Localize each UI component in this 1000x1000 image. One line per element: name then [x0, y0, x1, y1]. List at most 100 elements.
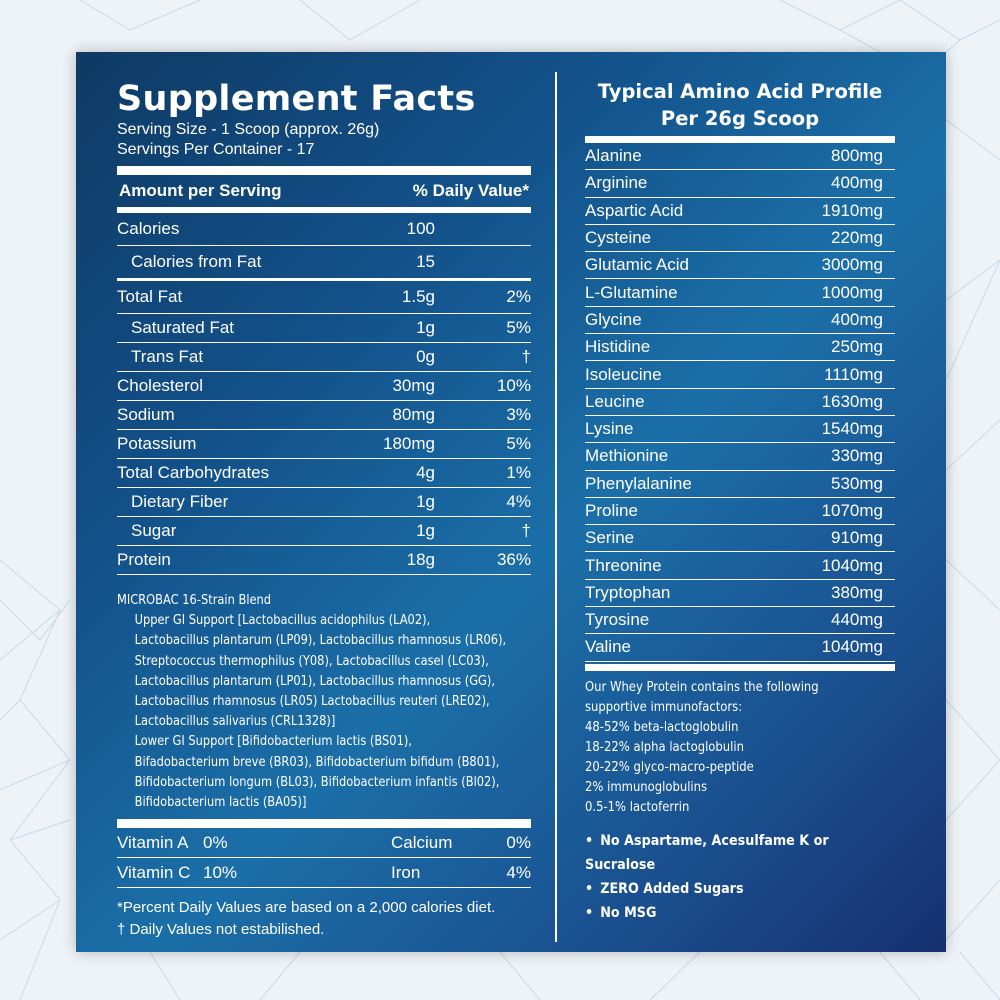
- amino-acid-name: Arginine: [585, 173, 648, 193]
- nutrient-amount: 100: [406, 219, 435, 238]
- microbac-line: Lactobacillus rhamnosus (LR05) Lactobaci…: [134, 694, 490, 710]
- nutrient-amount: 15: [416, 252, 435, 271]
- nutrient-row: Trans Fat 0g †: [117, 343, 531, 372]
- amino-acid-amount: 1630mg: [821, 391, 883, 411]
- amino-acid-row: Cysteine 220mg: [585, 225, 895, 253]
- vitamin-value: 10%: [203, 862, 238, 882]
- amount-per-serving-header: Amount per Serving: [119, 181, 282, 200]
- nutrient-daily-value: 3%: [506, 405, 531, 424]
- amino-title-line1: Typical Amino Acid Profile: [597, 80, 883, 103]
- nutrient-row: Saturated Fat 1g 5%: [117, 314, 531, 343]
- divider-bar: [117, 207, 531, 213]
- amino-acid-amount: 400mg: [831, 309, 883, 329]
- footnote-daily-values: *Percent Daily Values are based on a 2,0…: [117, 899, 496, 917]
- footnotes: *Percent Daily Values are based on a 2,0…: [117, 897, 531, 941]
- nutrient-row: Calories 100: [117, 213, 531, 246]
- nutrient-name: Sodium: [117, 405, 175, 424]
- microbac-line: Lactobacillus plantarum (LP09), Lactobac…: [134, 633, 507, 649]
- divider-bar: [585, 136, 895, 143]
- amino-acid-name: Alanine: [585, 146, 642, 166]
- vitamin-value: 0%: [506, 832, 531, 852]
- supplement-panel: [76, 52, 946, 952]
- amino-acid-row: Histidine 250mg: [585, 334, 895, 362]
- nutrient-row: Total Carbohydrates 4g 1%: [117, 459, 531, 488]
- amino-acid-row: Aspartic Acid 1910mg: [585, 198, 895, 225]
- nutrient-name: Potassium: [117, 434, 197, 453]
- amino-acid-name: Tryptophan: [585, 582, 671, 602]
- nutrient-daily-value: †: [521, 347, 531, 366]
- nutrient-row: Total Fat 1.5g 2%: [117, 281, 531, 314]
- nutrient-row: Protein 18g 36%: [117, 546, 531, 575]
- nutrient-amount: 180mg: [383, 434, 435, 453]
- feature-bullet: No Aspartame, Acesulfame K or Sucralose: [585, 829, 902, 877]
- vitamin-name: Vitamin A: [117, 832, 189, 852]
- nutrient-amount: 1g: [416, 492, 435, 511]
- amino-acid-row: Glycine 400mg: [585, 307, 895, 335]
- amino-acid-name: Methionine: [585, 446, 669, 466]
- amino-acid-amount: 1110mg: [824, 364, 883, 384]
- feature-bullet: No MSG: [585, 901, 902, 925]
- nutrient-table: Calories 100 Calories from Fat 15 Total Fat 1…: [117, 213, 531, 575]
- amino-acid-amount: 1070mg: [821, 501, 883, 520]
- amino-title-line2: Per 26g Scoop: [660, 107, 820, 130]
- nutrient-amount: 30mg: [392, 376, 435, 395]
- amino-acid-amount: 1910mg: [821, 200, 883, 220]
- immunofactors-text: Our Whey Protein contains the following s…: [585, 677, 895, 817]
- nutrient-name: Dietary Fiber: [131, 492, 229, 511]
- nutrient-row: Dietary Fiber 1g 4%: [117, 488, 531, 517]
- microbac-line: Upper GI Support [Lactobacillus acidophi…: [134, 613, 431, 629]
- nutrient-name: Cholesterol: [117, 376, 203, 395]
- amino-acid-row: Tyrosine 440mg: [585, 607, 895, 635]
- amino-acid-amount: 1040mg: [821, 555, 883, 575]
- nutrient-amount: 1g: [416, 318, 435, 337]
- amount-header-row: Amount per Serving % Daily Value*: [117, 175, 531, 207]
- amino-acid-row: Valine 1040mg: [585, 634, 895, 662]
- amino-acid-row: Proline 1070mg: [585, 498, 895, 526]
- immunofactor-line: 48-52% beta-lactoglobulin: [585, 718, 739, 735]
- nutrient-amount: 1g: [416, 521, 435, 540]
- microbac-blend: MICROBAC 16-Strain Blend Upper GI Suppor…: [117, 591, 531, 813]
- immunofactor-line: 2% immunoglobulins: [585, 778, 708, 795]
- serving-size: Serving Size - 1 Scoop (approx. 26g): [117, 121, 380, 138]
- nutrient-name: Sugar: [131, 521, 177, 540]
- nutrient-daily-value: 36%: [496, 550, 531, 569]
- amino-acid-column: Typical Amino Acid Profile Per 26g Scoop…: [585, 78, 895, 925]
- nutrient-row: Sodium 80mg 3%: [117, 401, 531, 430]
- microbac-line: Bifidobacterium lactis (BA05)]: [134, 795, 307, 811]
- amino-acid-row: Leucine 1630mg: [585, 389, 895, 416]
- vitamin-row: Vitamin C 10% Iron 4%: [117, 858, 531, 889]
- nutrient-amount: 18g: [406, 550, 435, 569]
- amino-acid-row: Isoleucine 1110mg: [585, 361, 895, 389]
- amino-title: Typical Amino Acid Profile Per 26g Scoop: [585, 78, 895, 132]
- amino-acid-name: Glutamic Acid: [585, 255, 689, 275]
- nutrient-daily-value: 5%: [506, 434, 531, 453]
- amino-acid-name: Cysteine: [585, 228, 652, 248]
- amino-acid-name: Lysine: [585, 419, 634, 439]
- amino-acid-row: Alanine 800mg: [585, 143, 895, 171]
- microbac-line: Lower GI Support [Bifidobacterium lactis…: [134, 734, 412, 750]
- nutrient-daily-value: 10%: [496, 376, 531, 395]
- feature-bullet: ZERO Added Sugars: [585, 877, 902, 901]
- immunofactor-line: 0.5-1% lactoferrin: [585, 798, 690, 815]
- nutrient-row: Sugar 1g †: [117, 517, 531, 546]
- amino-acid-row: Threonine 1040mg: [585, 552, 895, 580]
- amino-acid-amount: 220mg: [831, 228, 883, 248]
- microbac-title: MICROBAC 16-Strain Blend: [117, 593, 272, 608]
- footnote-dagger: † Daily Values not estabilished.: [117, 921, 325, 939]
- amino-acid-row: Glutamic Acid 3000mg: [585, 252, 895, 280]
- vitamin-table: Vitamin A 0% Calcium 0% Vitamin C 10% Iron 4%: [117, 828, 531, 889]
- amino-acid-name: Valine: [585, 637, 631, 657]
- nutrient-daily-value: 2%: [506, 287, 531, 306]
- microbac-line: Lactobacillus salivarius (CRL1328)]: [134, 714, 336, 730]
- supplement-facts-title: Supplement Facts: [117, 79, 476, 119]
- vitamin-row: Vitamin A 0% Calcium 0%: [117, 828, 531, 859]
- nutrient-amount: 0g: [416, 347, 435, 366]
- amino-acid-name: Threonine: [585, 555, 662, 575]
- amino-acid-row: Serine 910mg: [585, 525, 895, 553]
- vitamin-value: 4%: [506, 862, 531, 882]
- amino-acid-row: L-Glutamine 1000mg: [585, 279, 895, 307]
- amino-acid-row: Arginine 400mg: [585, 170, 895, 198]
- immunofactor-line: Our Whey Protein contains the following: [585, 678, 819, 695]
- nutrient-daily-value: 1%: [506, 463, 531, 482]
- amino-acid-amount: 530mg: [831, 473, 883, 493]
